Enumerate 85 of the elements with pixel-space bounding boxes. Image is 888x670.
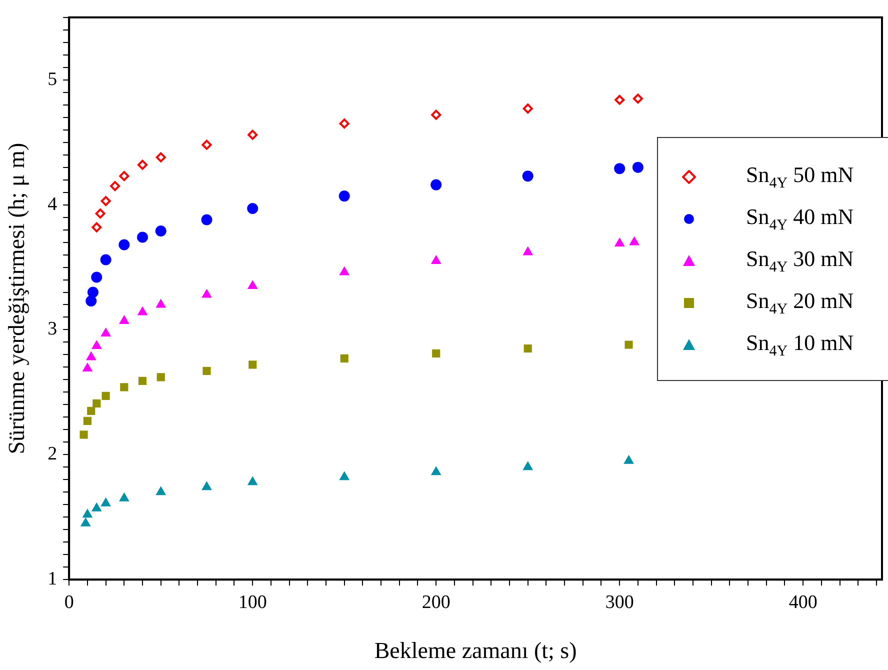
point [431,256,441,264]
point [247,203,258,214]
legend-label: Sn$_{4Y}$ 30 mN [746,246,854,276]
point [119,492,129,502]
point [248,130,258,140]
point [431,110,442,120]
point [138,376,147,385]
point [95,208,106,219]
point [120,383,128,392]
y-tick-label: 5 [48,68,58,90]
point [138,160,148,170]
legend-label: Sn$_{4Y}$ 20 mN [746,288,854,318]
point [248,360,257,369]
x-tick-label: 100 [238,592,267,613]
x-tick-label: 400 [788,592,818,613]
point [100,328,111,336]
point [156,486,166,496]
point [100,196,111,206]
x-axis-title: Bekleme zamanı (t; s) [374,638,577,664]
point [92,502,102,512]
point [92,399,101,408]
point [92,340,102,349]
point [202,140,212,150]
point [80,430,88,439]
point [632,162,644,173]
point [614,163,626,174]
y-tick-label: 2 [48,444,58,465]
point [340,472,350,480]
point [201,214,212,226]
y-tick-label: 1 [48,568,58,590]
point [522,170,534,182]
point [86,296,97,306]
point [614,94,625,105]
point [100,254,112,266]
point [119,171,130,182]
point [431,466,441,476]
y-axis-title: Sürünme yerdeğiştirmesi (h; μ m) [4,142,29,454]
point [87,406,96,415]
point [119,315,129,324]
point [629,236,640,246]
point [100,498,111,506]
point [86,352,96,360]
point [156,152,166,162]
point [248,476,258,486]
y-tick-label: 4 [48,194,58,215]
point [432,349,440,358]
point [155,226,166,237]
point [82,362,92,372]
point [118,239,130,250]
point [137,232,148,243]
point [522,104,533,114]
point [92,222,102,232]
point [430,179,442,190]
x-tick-label: 300 [605,592,634,613]
point [202,366,211,375]
point [340,354,348,363]
point [91,272,102,283]
point [248,280,258,290]
x-tick-label: 0 [64,592,74,613]
point [632,94,643,104]
point [339,118,350,129]
point [82,509,92,518]
point [83,416,92,425]
legend-label: Sn$_{4Y}$ 10 mN [746,330,854,360]
point [138,306,148,316]
x-tick-label: 200 [422,592,450,613]
legend-label: Sn$_{4Y}$ 50 mN [746,162,854,192]
point [624,340,633,349]
point [523,462,533,470]
point [156,299,166,308]
y-tick-label: 3 [48,318,58,340]
point [80,518,90,526]
point [202,482,212,490]
point [338,190,350,202]
point [110,181,120,192]
point [524,344,532,353]
point [156,373,165,382]
point [340,266,350,276]
point [614,238,624,247]
point [523,246,533,256]
point [624,455,634,464]
point [102,392,110,400]
point [87,286,98,298]
legend-label: Sn$_{4Y}$ 40 mN [746,204,854,234]
point [202,289,212,298]
